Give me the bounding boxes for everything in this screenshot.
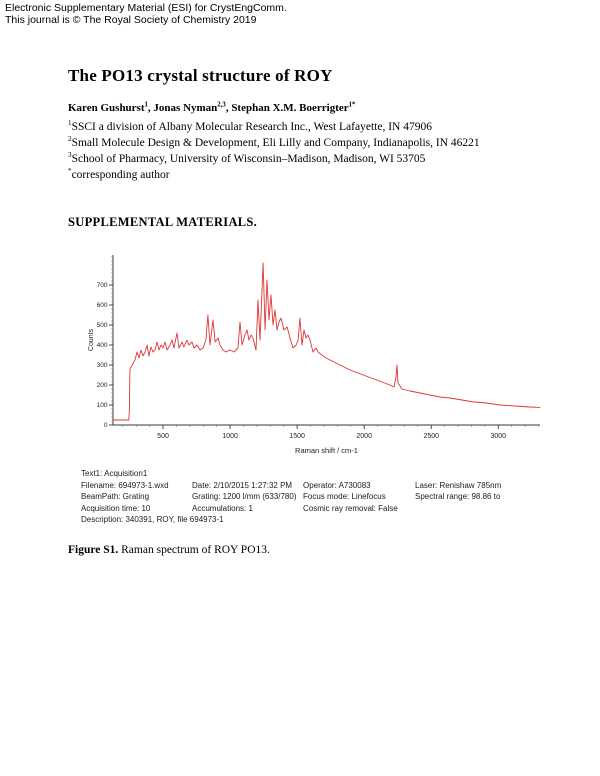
figure-caption: Figure S1. Raman spectrum of ROY PO13. <box>68 544 270 556</box>
esi-header-line2: This journal is © The Royal Society of C… <box>5 13 257 26</box>
metadata-line: Laser: Renishaw 785nm <box>415 480 502 490</box>
figure-caption-text: Raman spectrum of ROY PO13. <box>118 544 270 556</box>
y-tick-label: 500 <box>97 322 108 329</box>
metadata-line <box>192 468 297 480</box>
raman-spectrum-figure: 0 100 200 300 400 500 600 700 500 1000 1500 2000 250… <box>85 250 545 465</box>
metadata-line <box>415 468 501 480</box>
metadata-line: Description: 340391, ROY, file 694973-1 <box>81 515 224 525</box>
section-heading: SUPPLEMENTAL MATERIALS. <box>68 215 258 229</box>
metadata-line: Grating: 1200 l/mm (633/780) <box>192 492 297 502</box>
affiliation-line: *corresponding author <box>68 167 170 181</box>
x-tick-label: 1500 <box>289 433 305 440</box>
metadata-line <box>303 468 398 480</box>
acquisition-metadata: Text1: Acquisition1 Filename: 694973-1.wx… <box>0 468 600 530</box>
y-tick-label: 400 <box>97 342 108 349</box>
affiliations: 1SSCI a division of Albany Molecular Res… <box>68 119 480 183</box>
authors-line: Karen Gushurst1, Jonas Nyman2,3, Stephan… <box>68 101 356 114</box>
x-tick-label: 2500 <box>423 433 439 440</box>
figure-caption-label: Figure S1. <box>68 544 119 556</box>
y-tick-label: 0 <box>104 422 108 429</box>
y-tick-label: 300 <box>97 362 108 369</box>
y-tick-label: 200 <box>97 382 108 389</box>
metadata-line: Cosmic ray removal: False <box>303 503 398 513</box>
metadata-line: Filename: 694973-1.wxd <box>81 480 169 490</box>
esi-header-line1: Electronic Supplementary Material (ESI) … <box>5 2 287 14</box>
metadata-line: Date: 2/10/2015 1:27:32 PM <box>192 480 293 490</box>
metadata-line: Focus mode: Linefocus <box>303 492 386 502</box>
x-tick-label: 3000 <box>491 433 507 440</box>
metadata-line: Acquisition time: 10 <box>81 503 151 513</box>
metadata-line: BeamPath: Grating <box>81 492 150 502</box>
spectrum-trace <box>112 262 541 421</box>
x-tick-label: 500 <box>157 433 169 440</box>
x-tick-label: 1000 <box>222 433 238 440</box>
y-tick-label: 700 <box>97 282 108 289</box>
metadata-line: Spectral range: 98.86 to <box>415 492 501 502</box>
metadata-line: Accumulations: 1 <box>192 503 253 513</box>
raman-spectrum-chart: 0 100 200 300 400 500 600 700 500 1000 1500 2000 250… <box>88 255 541 455</box>
esi-header: Electronic Supplementary Material (ESI) … <box>5 2 287 26</box>
metadata-column-1: Text1: Acquisition1 Filename: 694973-1.wx… <box>81 468 224 526</box>
affiliation-line: 3School of Pharmacy, University of Wisco… <box>68 151 426 165</box>
x-tick-label: 2000 <box>356 433 372 440</box>
affiliation-line: 1SSCI a division of Albany Molecular Res… <box>68 119 432 133</box>
y-tick-label: 100 <box>97 402 108 409</box>
affiliation-line: 2Small Molecule Design & Development, El… <box>68 135 480 149</box>
y-tick-label: 600 <box>97 302 108 309</box>
metadata-line: Text1: Acquisition1 <box>81 469 148 478</box>
metadata-column-4: Laser: Renishaw 785nm Spectral range: 98.… <box>415 468 501 503</box>
paper-title: The PO13 crystal structure of ROY <box>68 66 333 85</box>
metadata-column-3: Operator: A730083 Focus mode: Linefocus Co… <box>303 468 398 514</box>
y-axis-title: Counts <box>88 328 95 351</box>
metadata-column-2: Date: 2/10/2015 1:27:32 PM Grating: 1200 … <box>192 468 297 514</box>
x-axis-title: Raman shift / cm-1 <box>295 446 358 455</box>
metadata-line: Operator: A730083 <box>303 480 371 490</box>
